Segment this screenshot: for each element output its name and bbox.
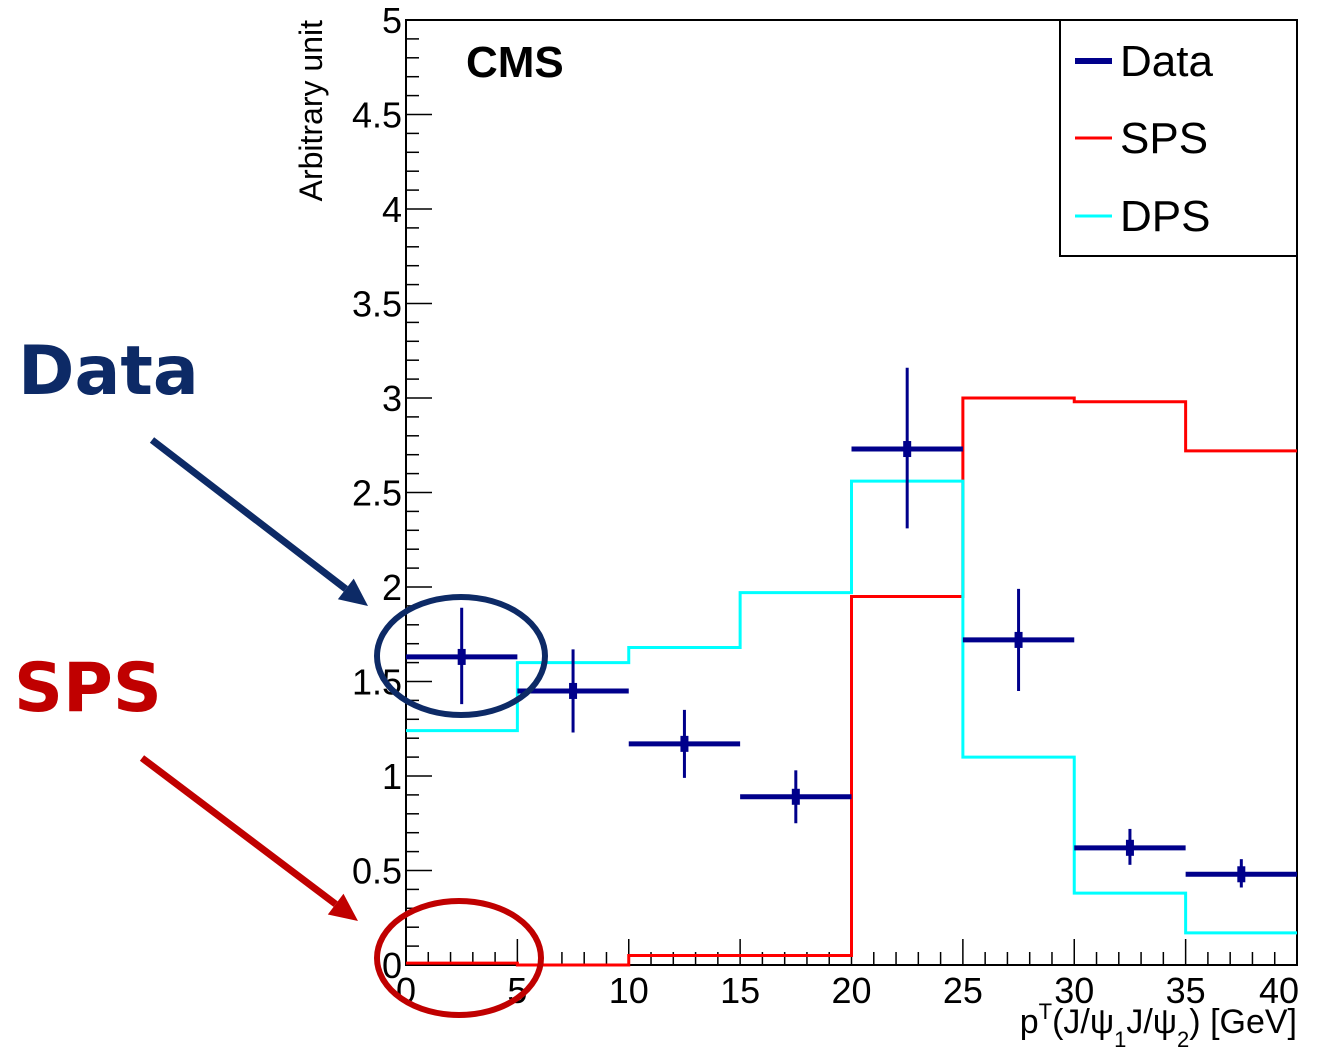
annotation-data-arrow [149, 437, 368, 606]
y-tick-label: 5 [382, 0, 402, 41]
data-point-marker [1125, 839, 1134, 856]
x-axis-label-part: p [1020, 1003, 1039, 1041]
x-tick-label: 40 [1259, 970, 1299, 1011]
annotation-sps-label: SPS [14, 649, 162, 728]
y-tick-label: 0 [382, 945, 402, 986]
x-axis-label: pT(J/ψ1J/ψ2) [GeV] [1020, 999, 1297, 1052]
data-point-marker [457, 648, 466, 665]
annotation-sps-arrow [139, 755, 358, 921]
x-axis-label-part: (J/ψ [1052, 1003, 1114, 1041]
annotation-data-arrow-shaft [149, 437, 348, 592]
x-tick-label: 35 [1166, 970, 1206, 1011]
y-tick-label: 3 [382, 378, 402, 419]
annotation-data-circle [374, 594, 548, 718]
y-tick-label: 4.5 [352, 95, 402, 136]
legend: Data SPS DPS [1059, 19, 1298, 257]
annotation-sps-arrow-head [327, 893, 358, 921]
data-point-marker [1014, 631, 1023, 648]
y-tick-label: 3.5 [352, 284, 402, 325]
sps-histogram-line [406, 396, 1297, 967]
data-point-marker [680, 735, 689, 752]
y-tick-label: 1 [382, 756, 402, 797]
y-tick-label: 4 [382, 189, 402, 230]
data-point [1074, 828, 1186, 865]
annotation-data-arrow-head [337, 578, 368, 606]
legend-label-dps: DPS [1120, 192, 1210, 241]
data-point-marker [791, 788, 800, 805]
y-tick-label: 0.5 [352, 851, 402, 892]
data-point [517, 649, 629, 733]
annotation-sps-arrow-shaft [139, 755, 338, 907]
data-point [1185, 859, 1297, 888]
y-axis-label: Arbitrary unit [293, 20, 329, 202]
data-point [851, 367, 963, 529]
x-axis-label-part: 2 [1177, 1027, 1189, 1052]
x-tick-label: 20 [831, 970, 871, 1011]
data-point [628, 709, 741, 778]
y-tick-label: 2 [382, 567, 402, 608]
data-point-marker [903, 441, 912, 458]
data-point [406, 607, 518, 705]
x-tick-label: 15 [720, 970, 760, 1011]
legend-label-data: Data [1120, 37, 1213, 86]
annotation-sps-circle [374, 898, 544, 1018]
data-point [962, 588, 1075, 691]
x-tick-label: 30 [1054, 970, 1094, 1011]
x-axis-label-part: J/ψ [1126, 1003, 1177, 1041]
annotation-data-label: Data [18, 332, 199, 411]
x-axis-label-part: T [1039, 999, 1052, 1024]
data-point-marker [1237, 866, 1246, 883]
x-tick-label: 25 [943, 970, 983, 1011]
x-tick-label: 10 [609, 970, 649, 1011]
data-point-marker [569, 682, 578, 699]
legend-label-sps: SPS [1120, 114, 1208, 163]
x-axis-label-part: ) [GeV] [1189, 1003, 1297, 1041]
y-tick-label: 2.5 [352, 473, 402, 514]
x-axis-label-part: 1 [1114, 1027, 1126, 1052]
data-point [740, 770, 852, 824]
chart-title: CMS [466, 38, 564, 87]
